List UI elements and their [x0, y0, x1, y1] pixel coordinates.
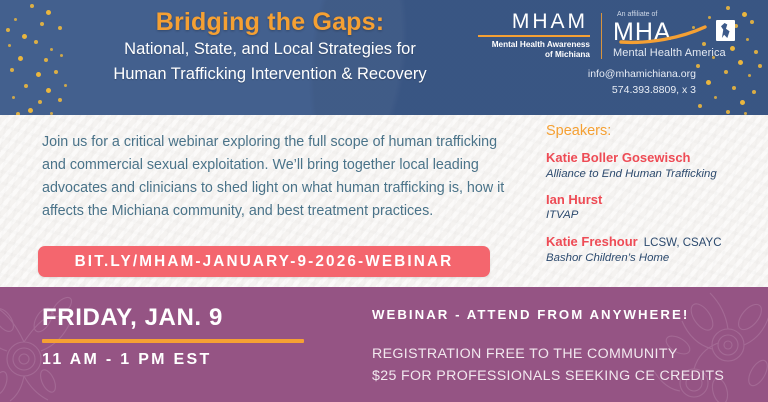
speakers-panel: Speakers: Katie Boller Gosewisch Allianc… [546, 123, 758, 277]
mham-wordmark: MHAM [511, 10, 588, 33]
date-underline-rule [42, 339, 304, 343]
mham-tagline-line1: Mental Health Awareness [491, 39, 590, 49]
event-time: 11 AM - 1 PM EST [42, 351, 212, 368]
contact-phone[interactable]: 574.393.8809, x 3 [611, 84, 696, 97]
webinar-note: WEBINAR - ATTEND FROM ANYWHERE! [372, 307, 690, 322]
speaker-name: Katie Freshour [546, 233, 638, 249]
page-subtitle-line2: Human Trafficking Intervention & Recover… [113, 64, 427, 83]
mham-logo: MHAM Mental Health Awareness of Michiana [478, 11, 590, 60]
contact-info: info@mhamichiana.org 574.393.8809, x 3 [588, 66, 696, 99]
body-section: Join us for a critical webinar exploring… [0, 115, 768, 287]
speaker-organization: ITVAP [546, 209, 579, 222]
page-subtitle-line1: National, State, and Local Strategies fo… [124, 40, 416, 58]
registration-note: REGISTRATION FREE TO THE COMMUNITY [372, 346, 678, 363]
speaker-credentials: LCSW, CSAYC [643, 236, 722, 249]
speaker-name-row: Katie Boller Gosewisch [546, 150, 758, 166]
ce-credits-note: $25 FOR PROFESSIONALS SEEKING CE CREDITS [372, 368, 725, 385]
date-time-block: FRIDAY, JAN. 9 11 AM - 1 PM EST [42, 306, 304, 368]
speaker-item: Ian Hurst ITVAP [546, 192, 758, 223]
mha-affiliate-label: An affiliate of [617, 11, 658, 18]
speaker-name: Ian Hurst [546, 191, 603, 207]
speaker-item: Katie Boller Gosewisch Alliance to End H… [546, 150, 758, 181]
speaker-organization: Alliance to End Human Trafficking [546, 167, 717, 180]
header-banner: Bridging the Gaps: National, State, and … [0, 0, 768, 115]
title-block: Bridging the Gaps: National, State, and … [60, 8, 480, 86]
logo-separator [601, 13, 602, 59]
mham-divider-rule [478, 35, 590, 37]
speaker-name-row: Ian Hurst [546, 192, 758, 208]
page-title: Bridging the Gaps: [155, 8, 385, 36]
registration-url-text: BIT.LY/MHAM-JANUARY-9-2026-WEBINAR [74, 252, 454, 270]
speakers-heading: Speakers: [546, 123, 612, 139]
speaker-item: Katie Freshour LCSW, CSAYC Bashor Childr… [546, 234, 758, 266]
contact-email[interactable]: info@mhamichiana.org [587, 68, 696, 80]
mha-mark: MHA [613, 19, 743, 46]
registration-url-button[interactable]: BIT.LY/MHAM-JANUARY-9-2026-WEBINAR [38, 246, 490, 277]
logo-group: MHAM Mental Health Awareness of Michiana… [478, 11, 743, 60]
event-date: FRIDAY, JAN. 9 [42, 304, 223, 331]
speaker-name: Katie Boller Gosewisch [546, 150, 691, 165]
footer-banner: FRIDAY, JAN. 9 11 AM - 1 PM EST WEBINAR … [0, 287, 768, 402]
mha-figure-icon [716, 20, 735, 41]
intro-paragraph: Join us for a critical webinar exploring… [42, 134, 505, 220]
mha-tagline: Mental Health America [613, 47, 726, 59]
mha-affiliate-logo: An affiliate of MHA Mental Health Americ… [613, 11, 743, 59]
speaker-name-row: Katie Freshour LCSW, CSAYC [546, 234, 758, 251]
attendance-info-block: WEBINAR - ATTEND FROM ANYWHERE! REGISTRA… [372, 308, 742, 387]
mham-tagline-line2: of Michiana [544, 49, 590, 59]
speaker-organization: Bashor Children’s Home [546, 252, 670, 265]
